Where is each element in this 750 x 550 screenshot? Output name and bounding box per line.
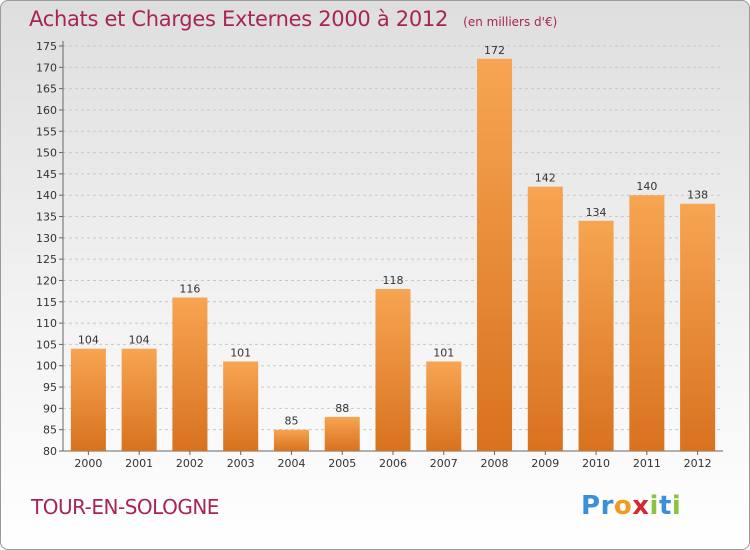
y-tick-label: 140	[36, 189, 57, 202]
y-tick-label: 150	[36, 147, 57, 160]
x-tick-label: 2004	[277, 457, 305, 470]
value-label: 101	[230, 346, 251, 359]
bar	[426, 361, 462, 451]
value-label: 142	[535, 172, 556, 185]
chart-title: Achats et Charges Externes 2000 à 2012	[29, 7, 449, 31]
y-tick-label: 90	[43, 402, 57, 415]
value-label: 140	[636, 180, 657, 193]
y-tick-label: 110	[36, 317, 57, 330]
x-tick-label: 2011	[633, 457, 661, 470]
bar	[578, 220, 614, 451]
proxiti-logo[interactable]: Proxiti	[581, 491, 681, 521]
logo-letter: r	[600, 491, 614, 521]
y-tick-label: 115	[36, 296, 57, 309]
y-tick-label: 125	[36, 253, 57, 266]
bar-chart: 80 85 90 95 100 105 110 115 120 125 130 135 140 145 15…	[36, 40, 723, 470]
y-tick-label: 80	[43, 445, 57, 458]
value-label: 88	[335, 402, 349, 415]
y-tick-label: 100	[36, 360, 57, 373]
y-tick-label: 175	[36, 40, 57, 53]
y-tick-label: 120	[36, 274, 57, 287]
value-label: 101	[433, 346, 454, 359]
y-tick-label: 95	[43, 381, 57, 394]
bar	[477, 58, 513, 451]
bar	[527, 186, 563, 451]
value-label: 104	[78, 334, 99, 347]
x-tick-label: 2005	[328, 457, 356, 470]
y-tick-label: 145	[36, 168, 57, 181]
value-label: 85	[284, 415, 298, 428]
logo-letter: o	[613, 491, 633, 521]
y-tick-label: 160	[36, 104, 57, 117]
bar	[375, 289, 411, 451]
bar	[324, 416, 360, 451]
logo-letter: t	[658, 491, 672, 521]
x-tick-label: 2002	[176, 457, 204, 470]
bar	[629, 195, 665, 451]
bar	[223, 361, 259, 451]
value-label: 138	[687, 189, 708, 202]
y-tick-label: 170	[36, 61, 57, 74]
y-tick-label: 155	[36, 125, 57, 138]
logo-letter: i	[671, 491, 682, 521]
logo-letter: x	[632, 491, 650, 521]
value-label: 116	[179, 283, 200, 296]
x-tick-label: 2000	[74, 457, 102, 470]
bar	[680, 203, 716, 451]
logo-letter: P	[581, 491, 601, 521]
y-tick-label: 85	[43, 424, 57, 437]
chart-unit: (en milliers d'€)	[463, 15, 558, 29]
commune-name: TOUR-EN-SOLOGNE	[31, 495, 219, 519]
y-tick-label: 105	[36, 338, 57, 351]
y-tick-label: 135	[36, 211, 57, 224]
logo-letter: i	[649, 491, 659, 521]
value-label: 118	[383, 274, 404, 287]
value-label: 134	[586, 206, 607, 219]
x-tick-label: 2007	[430, 457, 458, 470]
x-tick-label: 2010	[582, 457, 610, 470]
x-tick-label: 2012	[684, 457, 712, 470]
bars	[70, 58, 716, 451]
y-tick-label: 130	[36, 232, 57, 245]
value-label: 172	[484, 44, 505, 57]
bar	[121, 348, 157, 451]
x-tick-label: 2001	[125, 457, 153, 470]
y-tick-label: 165	[36, 83, 57, 96]
labels: 80 85 90 95 100 105 110 115 120 125 130 135 140 145 15…	[36, 40, 712, 470]
bar	[172, 297, 208, 451]
x-tick-label: 2003	[227, 457, 255, 470]
bar	[70, 348, 106, 451]
x-tick-label: 2006	[379, 457, 407, 470]
chart-title-block: Achats et Charges Externes 2000 à 2012 (…	[29, 7, 557, 31]
bar	[273, 429, 309, 451]
x-tick-label: 2008	[481, 457, 509, 470]
x-tick-label: 2009	[531, 457, 559, 470]
value-label: 104	[129, 334, 150, 347]
